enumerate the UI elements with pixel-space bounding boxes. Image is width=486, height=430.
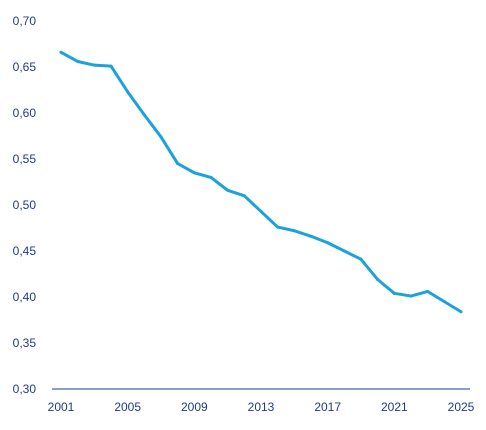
data-point xyxy=(426,289,430,293)
data-point xyxy=(309,234,313,238)
data-point xyxy=(459,310,463,314)
data-point xyxy=(242,194,246,198)
x-axis-tick-labels: 2001 2005 2009 2013 2017 2021 2025 xyxy=(48,400,475,414)
data-point xyxy=(276,225,280,229)
x-tick-label: 2021 xyxy=(381,400,408,414)
data-point xyxy=(142,113,146,117)
y-tick-label: 0,65 xyxy=(13,60,37,74)
data-point xyxy=(226,188,230,192)
data-point xyxy=(292,229,296,233)
data-point xyxy=(359,257,363,261)
data-point xyxy=(76,59,80,63)
data-point xyxy=(109,64,113,68)
y-tick-label: 0,60 xyxy=(13,106,37,120)
x-tick-label: 2017 xyxy=(314,400,341,414)
data-point xyxy=(192,171,196,175)
y-tick-label: 0,40 xyxy=(13,290,37,304)
data-point xyxy=(409,294,413,298)
x-tick-label: 2025 xyxy=(448,400,475,414)
y-tick-label: 0,45 xyxy=(13,244,37,258)
data-point xyxy=(92,63,96,67)
data-point xyxy=(326,241,330,245)
series-layer xyxy=(59,50,463,314)
data-point xyxy=(376,278,380,282)
y-tick-label: 0,55 xyxy=(13,152,37,166)
data-point xyxy=(442,300,446,304)
y-tick-label: 0,50 xyxy=(13,198,37,212)
y-tick-label: 0,30 xyxy=(13,382,37,396)
data-point xyxy=(392,291,396,295)
x-tick-label: 2001 xyxy=(48,400,75,414)
y-tick-label: 0,35 xyxy=(13,336,37,350)
x-tick-label: 2013 xyxy=(248,400,275,414)
data-point xyxy=(209,175,213,179)
data-point xyxy=(259,209,263,213)
y-tick-label: 0,70 xyxy=(13,14,37,28)
data-point xyxy=(159,135,163,139)
data-point xyxy=(176,162,180,166)
data-point xyxy=(59,50,63,54)
series-line xyxy=(59,50,463,314)
x-tick-label: 2009 xyxy=(181,400,208,414)
data-point xyxy=(126,90,130,94)
y-axis-tick-labels: 0,30 0,35 0,40 0,45 0,50 0,55 0,60 0,65 0,70 xyxy=(13,14,37,396)
x-tick-label: 2005 xyxy=(114,400,141,414)
data-point xyxy=(342,249,346,253)
